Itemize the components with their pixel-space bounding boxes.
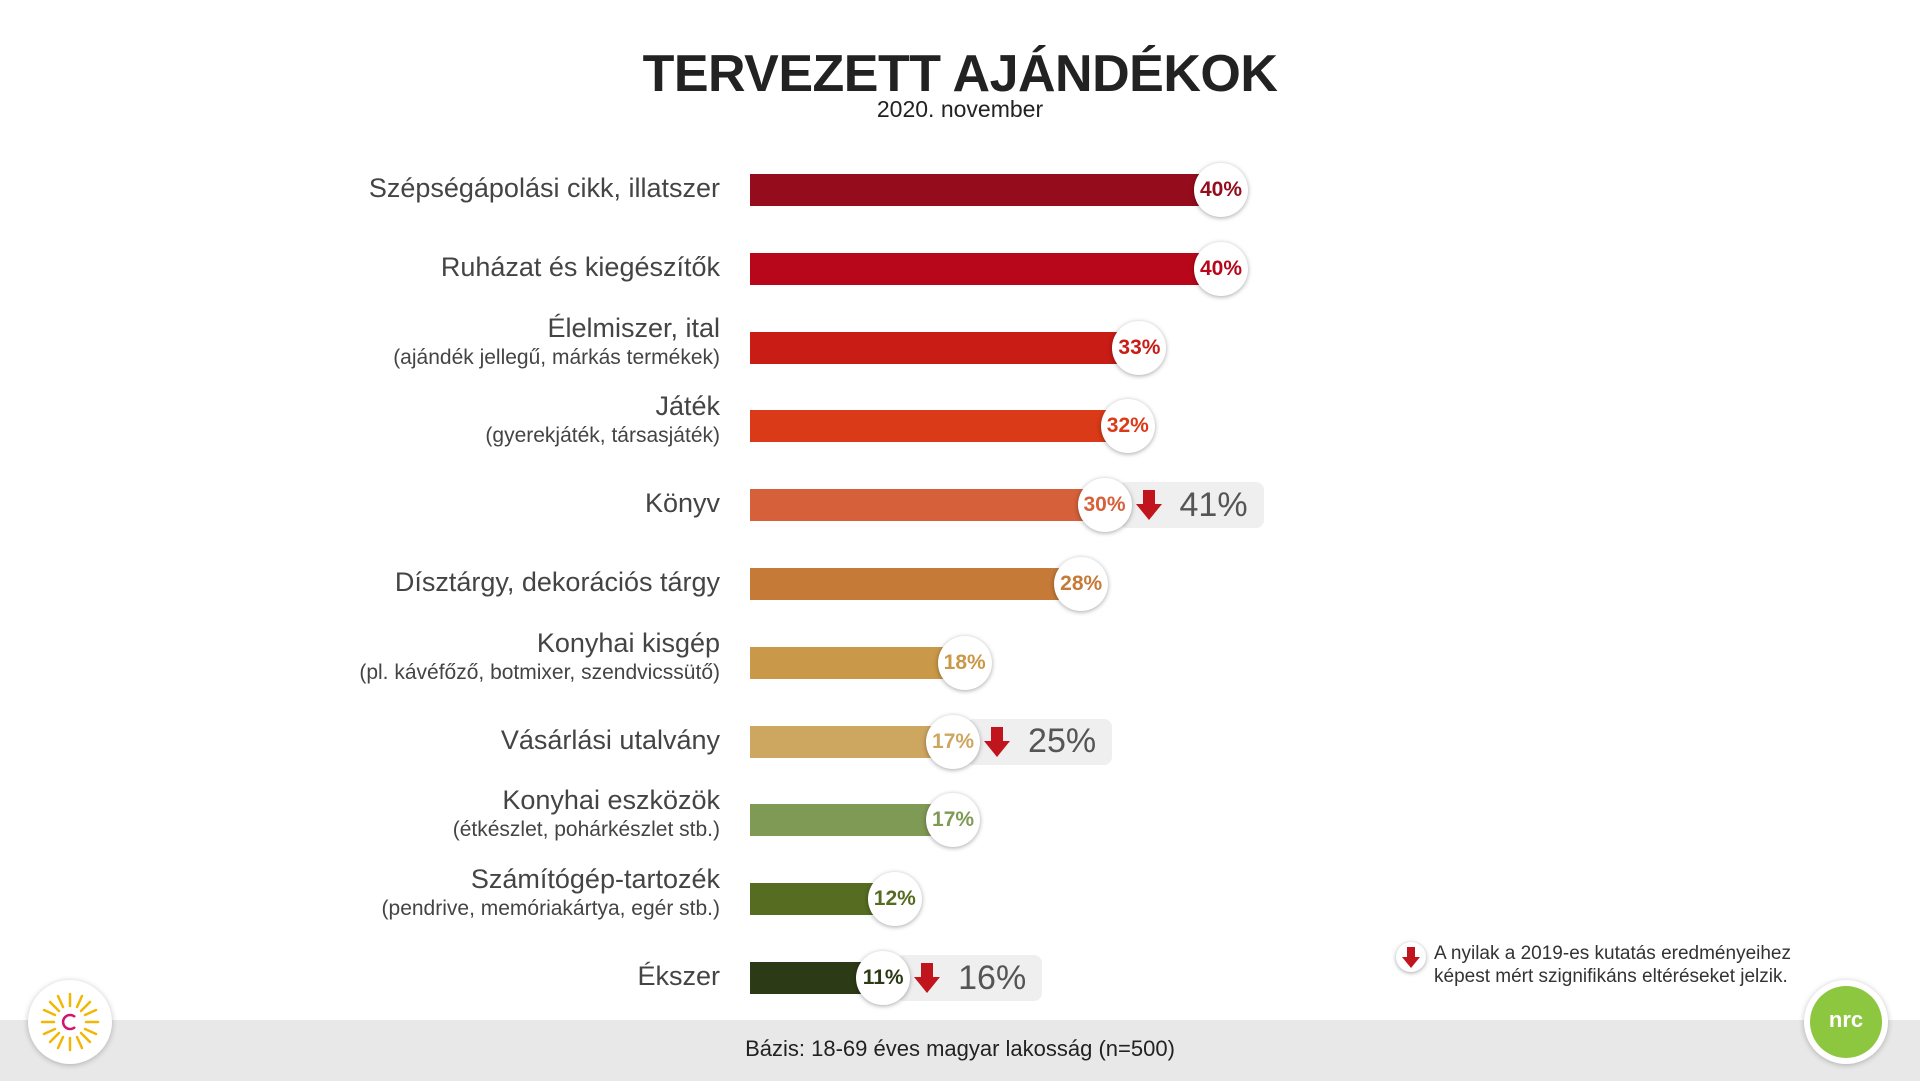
value-label: 32% <box>1100 399 1155 454</box>
category-label: Ékszer <box>120 960 720 992</box>
nrc-logo-text: nrc <box>1810 986 1882 1058</box>
category-sub-label: (gyerekjáték, társasjáték) <box>485 424 720 448</box>
category-main-label: Könyv <box>644 488 720 519</box>
legend-note: A nyilak a 2019-es kutatás eredményeihez… <box>1434 943 1791 987</box>
value-label: 33% <box>1112 320 1167 375</box>
category-label: Dísztárgy, dekorációs tárgy <box>120 566 720 598</box>
category-label: Ruházat és kiegészítők <box>120 251 720 283</box>
value-label: 40% <box>1194 241 1248 296</box>
bar <box>750 174 1216 206</box>
category-label: Élelmiszer, ital (ajándék jellegű, márkás… <box>120 312 720 372</box>
category-main-label: Ékszer <box>637 961 720 991</box>
category-main-label: Élelmiszer, ital <box>547 312 720 343</box>
category-main-label: Vásárlási utalvány <box>500 724 720 755</box>
category-sub-label: (étkészlet, pohárkészlet stb.) <box>452 818 720 842</box>
category-label: Vásárlási utalvány <box>120 724 720 756</box>
category-sub-label: (pendrive, memóriakártya, egér stb.) <box>381 897 720 921</box>
footer-bar <box>0 1020 1920 1081</box>
category-label: Könyv <box>120 487 720 519</box>
previous-year-value: 16% <box>958 958 1027 997</box>
legend-down-arrow-icon <box>1396 942 1426 972</box>
category-main-label: Szépségápolási cikk, illatszer <box>368 173 720 203</box>
category-label: Számítógép-tartozék (pendrive, memóriakár… <box>120 863 720 923</box>
category-main-label: Játék <box>655 391 720 422</box>
down-arrow-icon <box>982 725 1012 759</box>
bar <box>750 883 890 916</box>
bar <box>750 568 1077 600</box>
category-main-label: Számítógép-tartozék <box>470 864 720 895</box>
bar <box>750 725 949 758</box>
value-label: 18% <box>937 635 992 690</box>
category-label: Konyhai eszközök (étkészlet, pohárkészlet… <box>120 784 720 844</box>
value-label: 12% <box>867 872 922 927</box>
bar <box>750 489 1100 522</box>
chart-subtitle: 2020. november <box>876 96 1044 122</box>
category-sub-label: (pl. kávéfőző, botmixer, szendvicssütő) <box>359 660 720 684</box>
category-main-label: Dísztárgy, dekorációs tárgy <box>394 567 720 597</box>
chart-title: TERVEZETT AJÁNDÉKOK <box>642 45 1278 103</box>
category-main-label: Ruházat és kiegészítők <box>440 251 720 282</box>
nrc-logo-icon: nrc <box>1804 980 1888 1064</box>
sun-logo-icon <box>28 980 112 1064</box>
bar <box>750 646 960 679</box>
category-sub-label: (ajándék jellegű, márkás termékek) <box>393 345 720 369</box>
value-label: 30% <box>1077 478 1132 533</box>
category-label: Szépségápolási cikk, illatszer <box>120 172 720 204</box>
bar-chart: Szépségápolási cikk, illatszer 40% Ruházat… <box>120 163 1264 1005</box>
base-note: Bázis: 18-69 éves magyar lakosság (n=500… <box>745 1036 1175 1061</box>
value-label: 11% <box>856 951 911 1005</box>
down-arrow-icon <box>912 961 942 995</box>
bar <box>750 410 1123 443</box>
down-arrow-icon <box>1134 488 1164 522</box>
value-label: 28% <box>1054 557 1109 611</box>
bar <box>750 252 1216 285</box>
previous-year-box: 25% <box>966 718 1113 765</box>
bar <box>750 804 949 837</box>
previous-year-box: 41% <box>1117 482 1264 529</box>
previous-year-value: 41% <box>1179 485 1248 524</box>
category-label: Játék (gyerekjáték, társasjáték) <box>120 390 720 450</box>
category-label: Konyhai kisgép (pl. kávéfőző, botmixer, s… <box>120 627 720 687</box>
category-main-label: Konyhai kisgép <box>536 627 720 658</box>
category-main-label: Konyhai eszközök <box>502 785 720 816</box>
value-label: 17% <box>926 793 981 848</box>
value-label: 17% <box>926 714 981 769</box>
previous-year-box: 16% <box>896 955 1043 1001</box>
bar <box>750 331 1135 364</box>
previous-year-value: 25% <box>1028 722 1097 761</box>
value-label: 40% <box>1194 163 1248 217</box>
